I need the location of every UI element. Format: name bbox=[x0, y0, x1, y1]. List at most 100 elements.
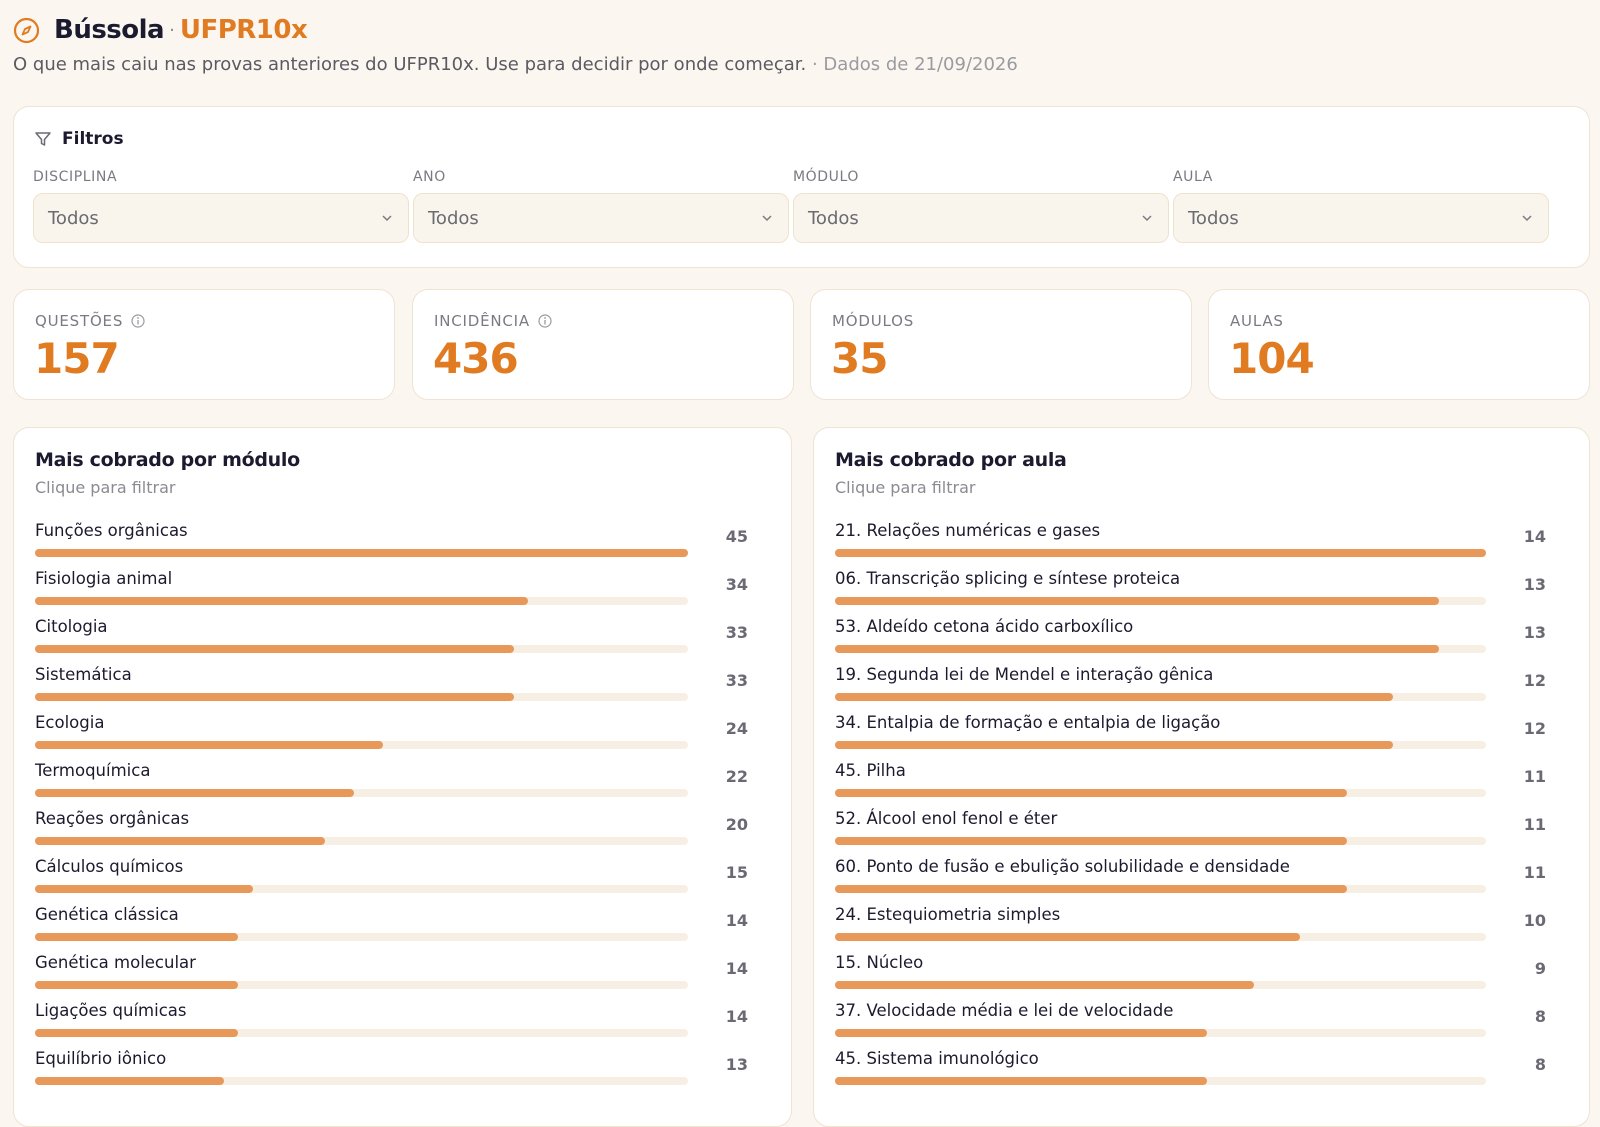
bar-row[interactable]: 19. Segunda lei de Mendel e interação gê… bbox=[835, 665, 1589, 713]
bar-value: 12 bbox=[1523, 671, 1546, 690]
bar-value: 33 bbox=[725, 671, 748, 690]
chevron-down-icon bbox=[760, 211, 774, 225]
bar-value: 45 bbox=[725, 527, 748, 546]
filters-card: Filtros Disciplina Todos Ano Todos Módul… bbox=[13, 106, 1590, 268]
bar-row[interactable]: Cálculos químicos 15 bbox=[35, 857, 791, 905]
bar-value: 13 bbox=[1523, 575, 1546, 594]
bar-fill bbox=[35, 1077, 224, 1085]
stat-label-text: Módulos bbox=[832, 312, 915, 330]
aula-select[interactable]: Todos bbox=[1173, 193, 1549, 243]
bar-track bbox=[35, 1077, 688, 1085]
bar-fill bbox=[35, 741, 384, 749]
bar-fill bbox=[835, 837, 1347, 845]
bar-row[interactable]: 53. Aldeído cetona ácido carboxílico 13 bbox=[835, 617, 1589, 665]
bar-value: 14 bbox=[725, 959, 748, 978]
bar-row[interactable]: 06. Transcrição splicing e síntese prote… bbox=[835, 569, 1589, 617]
data-date: · Dados de 21/09/2026 bbox=[811, 54, 1018, 75]
bar-track bbox=[835, 981, 1486, 989]
bar-label: Fisiologia animal bbox=[35, 569, 173, 588]
bar-track bbox=[835, 789, 1486, 797]
bar-value: 8 bbox=[1534, 1007, 1546, 1026]
bar-row[interactable]: Sistemática 33 bbox=[35, 665, 791, 713]
stat-card-questoes: Questões 157 bbox=[13, 289, 395, 400]
bar-row[interactable]: Termoquímica 22 bbox=[35, 761, 791, 809]
bar-row[interactable]: Reações orgânicas 20 bbox=[35, 809, 791, 857]
bar-row[interactable]: 24. Estequiometria simples 10 bbox=[835, 905, 1589, 953]
bar-track bbox=[835, 933, 1486, 941]
bar-row[interactable]: Genética molecular 14 bbox=[35, 953, 791, 1001]
bar-label: 60. Ponto de fusão e ebulição solubilida… bbox=[835, 857, 1290, 876]
bar-row[interactable]: Ecologia 24 bbox=[35, 713, 791, 761]
modulo-select[interactable]: Todos bbox=[793, 193, 1169, 243]
bar-row[interactable]: Ligações químicas 14 bbox=[35, 1001, 791, 1049]
chevron-down-icon bbox=[1140, 211, 1154, 225]
bar-fill bbox=[35, 597, 529, 605]
filter-aula: Aula Todos bbox=[1173, 169, 1549, 243]
stat-value: 35 bbox=[831, 334, 888, 383]
bar-track bbox=[35, 837, 688, 845]
lessons-panel: Mais cobrado por aula Clique para filtra… bbox=[813, 427, 1590, 1127]
bar-value: 14 bbox=[725, 911, 748, 930]
bar-value: 13 bbox=[1523, 623, 1546, 642]
bar-track bbox=[35, 885, 688, 893]
bar-fill bbox=[35, 933, 239, 941]
bar-track bbox=[35, 1029, 688, 1037]
bar-fill bbox=[835, 789, 1347, 797]
info-icon[interactable] bbox=[538, 314, 552, 328]
panel-title: Mais cobrado por aula bbox=[835, 449, 1067, 471]
bar-value: 22 bbox=[725, 767, 748, 786]
modules-list: Funções orgânicas 45 Fisiologia animal 34 Ci… bbox=[35, 521, 791, 1097]
bar-row[interactable]: 37. Velocidade média e lei de velocidade… bbox=[835, 1001, 1589, 1049]
bar-track bbox=[35, 981, 688, 989]
info-icon[interactable] bbox=[131, 314, 145, 328]
bar-row[interactable]: 15. Núcleo 9 bbox=[835, 953, 1589, 1001]
bar-label: 19. Segunda lei de Mendel e interação gê… bbox=[835, 665, 1214, 684]
bar-row[interactable]: Equilíbrio iônico 13 bbox=[35, 1049, 791, 1097]
bar-fill bbox=[35, 885, 253, 893]
bar-value: 34 bbox=[725, 575, 748, 594]
page-header: Bússola · UFPR10x O que mais caiu nas pr… bbox=[13, 12, 1018, 75]
filter-ano: Ano Todos bbox=[413, 169, 789, 243]
bar-label: Reações orgânicas bbox=[35, 809, 190, 828]
bar-fill bbox=[835, 981, 1254, 989]
disciplina-select[interactable]: Todos bbox=[33, 193, 409, 243]
bar-track bbox=[835, 645, 1486, 653]
bar-label: 52. Álcool enol fenol e éter bbox=[835, 809, 1058, 828]
ano-select[interactable]: Todos bbox=[413, 193, 789, 243]
bar-label: Citologia bbox=[35, 617, 108, 636]
bar-value: 10 bbox=[1523, 911, 1546, 930]
compass-icon bbox=[13, 17, 40, 44]
stat-label-text: Aulas bbox=[1230, 312, 1284, 330]
bar-fill bbox=[35, 549, 688, 557]
page-subtitle: O que mais caiu nas provas anteriores do… bbox=[13, 54, 1018, 75]
bar-value: 9 bbox=[1534, 959, 1546, 978]
bar-label: Genética clássica bbox=[35, 905, 179, 924]
chevron-down-icon bbox=[1520, 211, 1534, 225]
bar-label: Cálculos químicos bbox=[35, 857, 184, 876]
bar-row[interactable]: 21. Relações numéricas e gases 14 bbox=[835, 521, 1589, 569]
bar-value: 14 bbox=[725, 1007, 748, 1026]
bar-label: Funções orgânicas bbox=[35, 521, 188, 540]
bar-row[interactable]: Genética clássica 14 bbox=[35, 905, 791, 953]
select-value: Todos bbox=[808, 207, 859, 229]
bar-row[interactable]: 45. Sistema imunológico 8 bbox=[835, 1049, 1589, 1097]
bar-track bbox=[35, 741, 688, 749]
bar-fill bbox=[835, 933, 1300, 941]
bar-row[interactable]: 34. Entalpia de formação e entalpia de l… bbox=[835, 713, 1589, 761]
bar-label: Ligações químicas bbox=[35, 1001, 187, 1020]
filters-title: Filtros bbox=[62, 129, 124, 149]
bar-row[interactable]: Funções orgânicas 45 bbox=[35, 521, 791, 569]
bar-fill bbox=[835, 1077, 1207, 1085]
bar-label: 06. Transcrição splicing e síntese prote… bbox=[835, 569, 1181, 588]
bar-row[interactable]: Citologia 33 bbox=[35, 617, 791, 665]
bar-value: 20 bbox=[725, 815, 748, 834]
bar-row[interactable]: 45. Pilha 11 bbox=[835, 761, 1589, 809]
filter-label: Disciplina bbox=[33, 169, 118, 185]
bar-track bbox=[835, 549, 1486, 557]
bar-row[interactable]: 52. Álcool enol fenol e éter 11 bbox=[835, 809, 1589, 857]
title-row: Bússola · UFPR10x bbox=[13, 12, 1018, 48]
bar-row[interactable]: 60. Ponto de fusão e ebulição solubilida… bbox=[835, 857, 1589, 905]
bar-row[interactable]: Fisiologia animal 34 bbox=[35, 569, 791, 617]
stat-card-aulas: Aulas 104 bbox=[1208, 289, 1590, 400]
stat-value: 104 bbox=[1229, 334, 1315, 383]
